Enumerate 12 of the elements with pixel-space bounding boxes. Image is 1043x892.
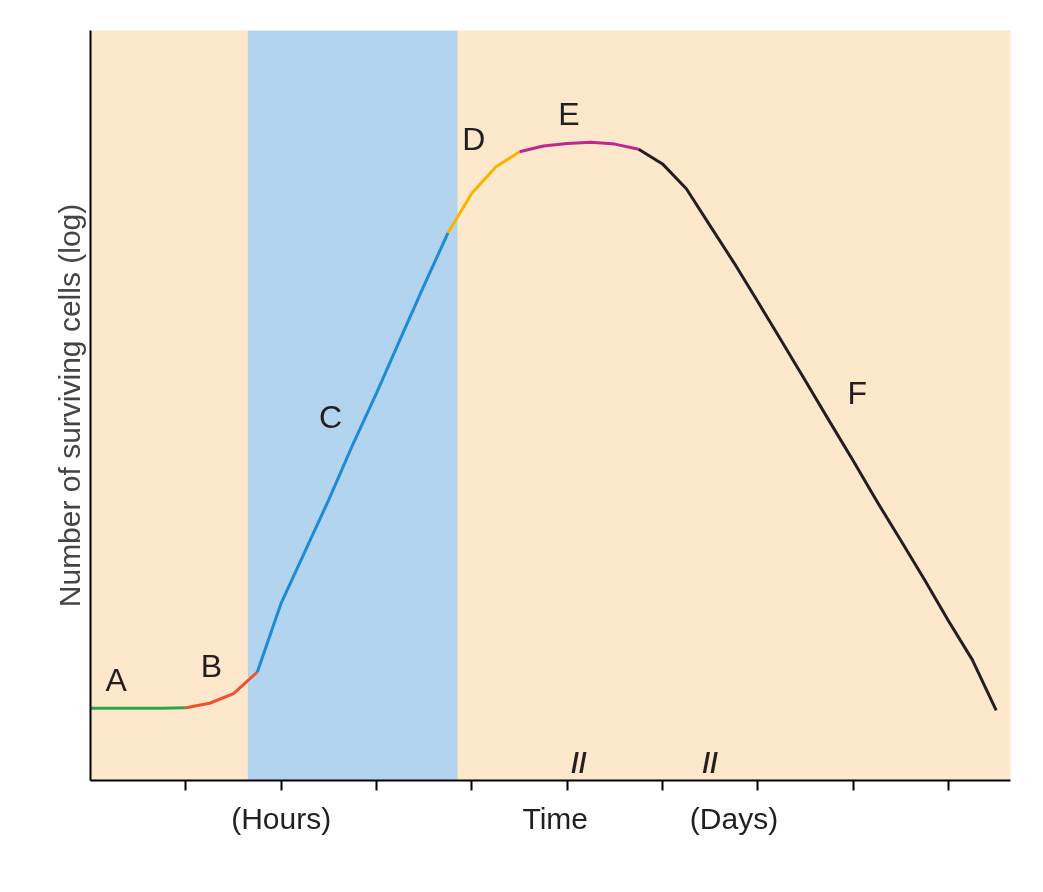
y-axis-title: Number of surviving cells (log) (52, 203, 86, 608)
text: (Days) (689, 801, 779, 835)
series-label: D (462, 121, 486, 158)
series-label: F (847, 375, 868, 412)
series-label: A (105, 662, 128, 699)
text: (Hours) (231, 801, 332, 835)
annotation: // (571, 746, 588, 778)
annotation: // (702, 746, 719, 778)
series-label: C (319, 398, 343, 435)
x-axis-title: Time (522, 801, 589, 835)
series-label: B (200, 647, 223, 684)
series-label: E (558, 96, 580, 133)
